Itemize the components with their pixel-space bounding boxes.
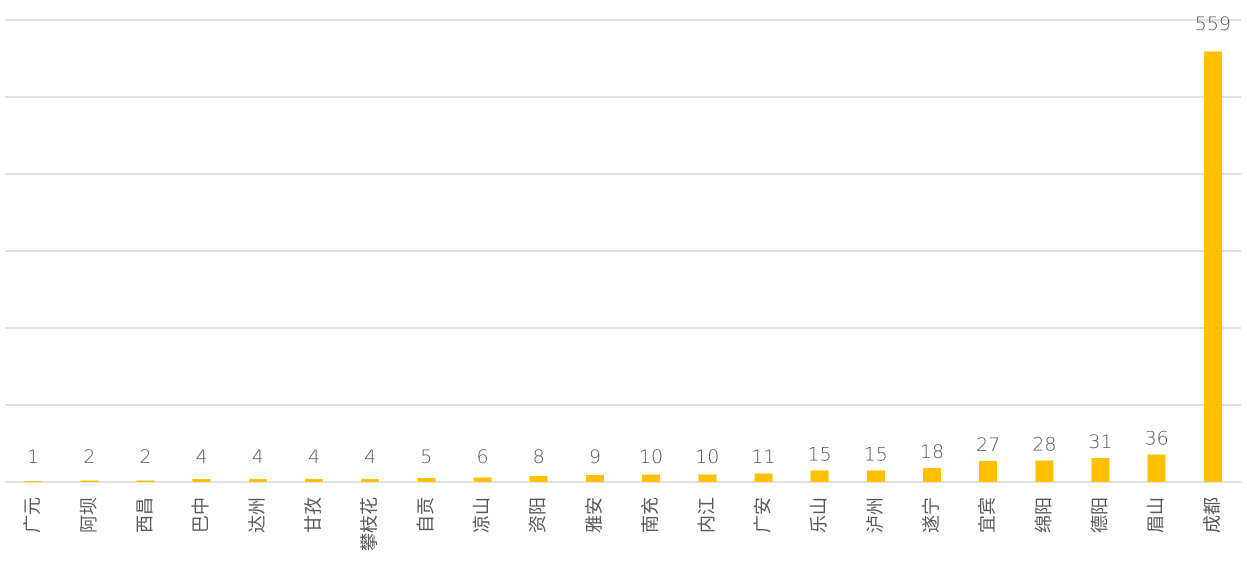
bar-广元: [24, 481, 43, 483]
data-label: 4: [196, 446, 208, 468]
bar-乐山: [810, 470, 829, 482]
data-label: 5: [420, 446, 432, 468]
data-label: 11: [751, 446, 775, 468]
data-label: 6: [476, 446, 488, 468]
data-labels: 1 2 2 4 4 4 4 5 6 8 9 10 10 11 15 15 18 27 28 31 36 559: [27, 13, 1231, 468]
data-label: 9: [589, 446, 601, 468]
data-label: 4: [308, 446, 320, 468]
bar-巴中: [192, 478, 211, 482]
x-tick-label: 攀枝花: [360, 497, 381, 551]
x-tick-label: 德阳: [1090, 497, 1111, 533]
x-tick-label: 眉山: [1146, 497, 1167, 533]
bar-资阳: [529, 475, 548, 482]
data-label: 2: [83, 446, 95, 468]
data-label: 10: [639, 446, 663, 468]
bar-阿坝: [80, 480, 99, 482]
bar-绵阳: [1035, 460, 1054, 482]
x-axis-tick-labels: 广元 阿坝 西昌 巴中 达州 甘孜 攀枝花 自贡 凉山 资阳 雅安 南充 内江 广安 乐山 泸州 遂宁 宜宾 绵阳德…: [23, 497, 1224, 551]
data-label: 10: [695, 446, 719, 468]
bar-广安: [754, 473, 773, 482]
x-tick-label: 自贡: [416, 497, 437, 533]
x-tick-label: 凉山: [472, 497, 493, 533]
bar-甘孜: [304, 478, 323, 482]
x-tick-label: 达州: [247, 497, 268, 533]
x-tick-label: 雅安: [584, 497, 605, 533]
bar-德阳: [1091, 458, 1110, 482]
x-tick-label: 甘孜: [303, 497, 324, 533]
x-tick-label: 资阳: [528, 497, 549, 533]
x-tick-label: 成都: [1202, 497, 1223, 533]
x-tick-label: 广元: [23, 497, 44, 533]
x-tick-label: 泸州: [865, 497, 886, 533]
bar-达州: [248, 478, 267, 482]
bars: [24, 51, 1222, 483]
bar-自贡: [417, 478, 436, 482]
bar-内江: [698, 474, 717, 482]
bar-攀枝花: [361, 478, 380, 482]
x-tick-label: 宜宾: [978, 497, 999, 533]
data-label: 2: [139, 446, 151, 468]
x-tick-label: 内江: [697, 497, 718, 533]
x-tick-label: 绵阳: [1034, 497, 1055, 533]
bar-雅安: [585, 475, 604, 482]
bar-南充: [642, 474, 661, 482]
x-tick-label: 阿坝: [79, 497, 100, 533]
data-label: 27: [976, 434, 1000, 456]
bar-西昌: [136, 480, 155, 482]
data-label: 28: [1032, 433, 1056, 455]
gridlines: [5, 19, 1241, 483]
data-label: 4: [252, 446, 264, 468]
data-label: 15: [808, 443, 832, 465]
data-label: 18: [920, 441, 944, 463]
bar-眉山: [1147, 454, 1166, 482]
x-tick-label: 巴中: [191, 497, 212, 533]
data-label: 559: [1195, 13, 1231, 35]
x-tick-label: 遂宁: [921, 497, 942, 533]
bar-凉山: [473, 477, 492, 482]
data-label: 15: [864, 443, 888, 465]
data-label: 36: [1145, 427, 1169, 449]
bar-宜宾: [979, 461, 998, 482]
x-tick-label: 南充: [641, 497, 662, 533]
x-tick-label: 乐山: [809, 497, 830, 533]
x-tick-label: 西昌: [135, 497, 156, 533]
data-label: 4: [364, 446, 376, 468]
bar-泸州: [866, 470, 885, 482]
data-label: 8: [533, 446, 545, 468]
data-label: 31: [1088, 431, 1112, 453]
data-label: 1: [27, 446, 39, 468]
bar-遂宁: [922, 468, 941, 482]
bar-成都: [1203, 51, 1222, 482]
x-tick-label: 广安: [753, 497, 774, 533]
